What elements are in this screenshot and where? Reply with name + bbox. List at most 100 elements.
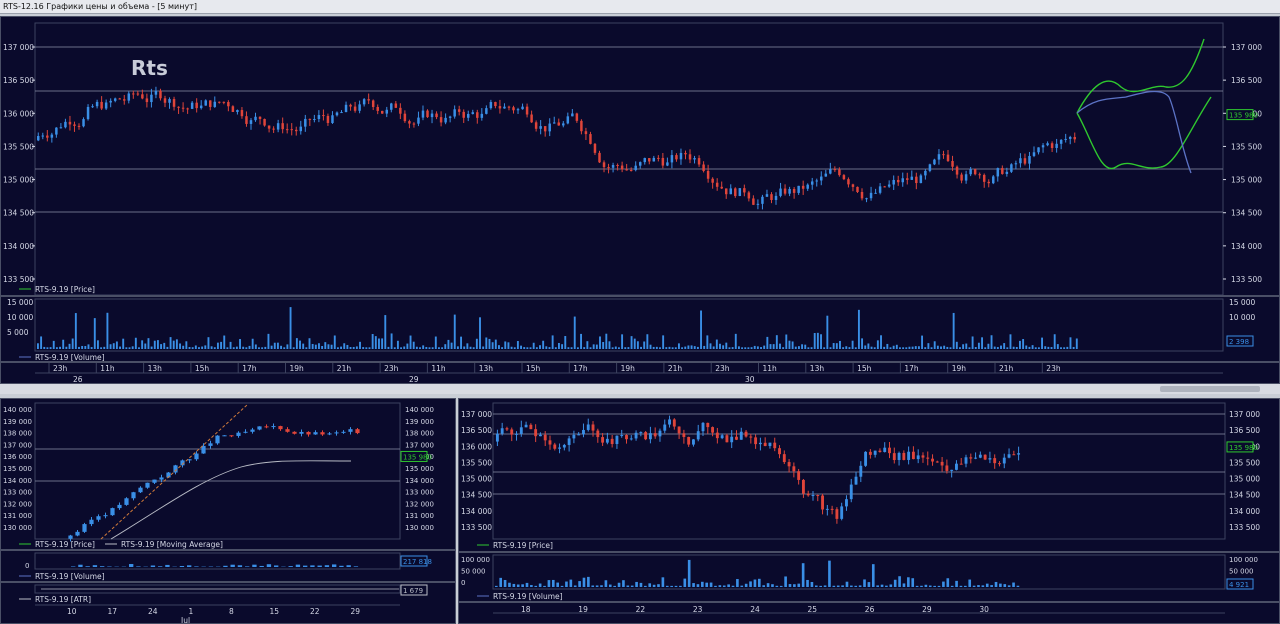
candle-body [982, 174, 986, 182]
volume-bar [266, 564, 272, 567]
volume-bar [314, 344, 317, 349]
volume-bar [223, 335, 226, 349]
volume-bar [655, 346, 658, 349]
candle-body [159, 477, 164, 480]
bottom-left-price-panel[interactable]: 140 000 139 000 138 000 137 000 136 000 135 0… [0, 398, 456, 550]
volume-bar [548, 347, 551, 349]
volume-bar [235, 346, 238, 349]
volume-bar [1028, 346, 1031, 349]
volume-bar [861, 338, 864, 349]
candle-body [586, 424, 590, 430]
volume-bar [261, 347, 264, 349]
bottom-right-volume-panel[interactable]: 100 000 100 000 50 000 50 000 0 4 921 RTS-9.19… [458, 552, 1280, 602]
volume-bar [422, 345, 425, 349]
candle-body [1012, 454, 1016, 456]
volume-bar [801, 344, 804, 349]
time-label: 11h [100, 364, 115, 373]
candle-body [313, 432, 318, 435]
candle-body [801, 185, 805, 189]
candle-body [919, 175, 923, 184]
volume-bar [600, 585, 603, 587]
main-scroll-thumb[interactable] [1160, 386, 1260, 392]
time-label: 26 [865, 605, 875, 614]
volume-bar [763, 345, 766, 349]
candle-body [73, 124, 76, 126]
current-price-tag: 135 980 [1229, 444, 1258, 452]
plot-frame [492, 402, 1226, 540]
candle-body [773, 442, 777, 449]
volume-bar [138, 347, 140, 349]
candle-body [471, 112, 475, 114]
candle-body [439, 117, 443, 123]
candle-body [580, 120, 583, 132]
candle-body [390, 103, 393, 110]
volume-bar [194, 345, 197, 349]
candle-body [412, 123, 416, 125]
bottom-left-atr-panel[interactable]: 1 679 RTS-9.19 [ATR] 10 17 24 1 8 15 22 29 Jul [0, 582, 456, 624]
volume-bar [586, 341, 589, 349]
volume-bar [40, 336, 43, 349]
price-tick-left: 135 500 [3, 142, 34, 151]
volume-bar [311, 343, 314, 349]
candle-body [666, 162, 669, 166]
candle-body [648, 433, 652, 440]
candle-body [854, 476, 858, 485]
volume-bar [826, 315, 829, 349]
candle-body [1046, 143, 1049, 146]
price-tick-right: 139 000 [405, 418, 434, 426]
volume-bar [119, 346, 121, 349]
candle-body [873, 450, 877, 455]
bottom-right-volume-chart[interactable]: 100 000 100 000 50 000 50 000 0 4 921 RTS-9.19… [459, 553, 1280, 602]
volume-bar [494, 339, 497, 349]
volume-bar [595, 585, 599, 587]
volume-bar [543, 585, 546, 587]
candle-body [512, 107, 515, 111]
volume-bar [679, 585, 682, 587]
candle-body [706, 170, 710, 179]
bottom-left-atr-chart[interactable]: 1 679 RTS-9.19 [ATR] 10 17 24 1 8 15 22 29 Jul [1, 583, 456, 624]
bottom-left-price-chart[interactable]: 140 000 139 000 138 000 137 000 136 000 135 0… [1, 399, 456, 550]
bottom-left-volume-panel[interactable]: 0 217 818 RTS-9.19 [Volume] [0, 550, 456, 582]
candle-body [306, 431, 311, 435]
volume-bar [984, 347, 987, 349]
volume-bar [797, 346, 800, 349]
main-horizontal-scrollbar[interactable] [0, 384, 1280, 394]
volume-bar [775, 335, 778, 349]
candle-body [584, 131, 588, 135]
volume-bar [627, 347, 630, 349]
volume-bar [179, 343, 181, 349]
candle-body [480, 113, 484, 118]
volume-bar [482, 346, 485, 349]
volume-bar [611, 347, 614, 349]
volume-bar [933, 585, 936, 587]
candle-body [358, 104, 361, 111]
price-tick-right: 134 000 [1229, 507, 1260, 516]
candle-body [539, 126, 542, 129]
volume-bar [504, 341, 507, 349]
candle-body [940, 461, 944, 466]
volume-bar [264, 346, 267, 349]
price-tick-right: 134 500 [1229, 491, 1260, 500]
volume-bar [393, 347, 396, 349]
volume-bar [254, 344, 257, 349]
candle-body [37, 136, 40, 141]
candle-body [525, 106, 529, 115]
volume-bar [499, 577, 503, 587]
date-label: 26 [73, 375, 83, 384]
volume-bar [280, 345, 283, 349]
volume-bar [100, 347, 103, 349]
volume-bar [845, 581, 849, 587]
bottom-left-volume-chart[interactable]: 0 217 818 RTS-9.19 [Volume] [1, 551, 456, 582]
volume-bar [668, 346, 671, 349]
volume-bar [589, 347, 592, 349]
volume-bar [771, 584, 774, 587]
candle-body [195, 102, 198, 109]
volume-bar [503, 579, 507, 587]
volume-bar [936, 345, 939, 349]
